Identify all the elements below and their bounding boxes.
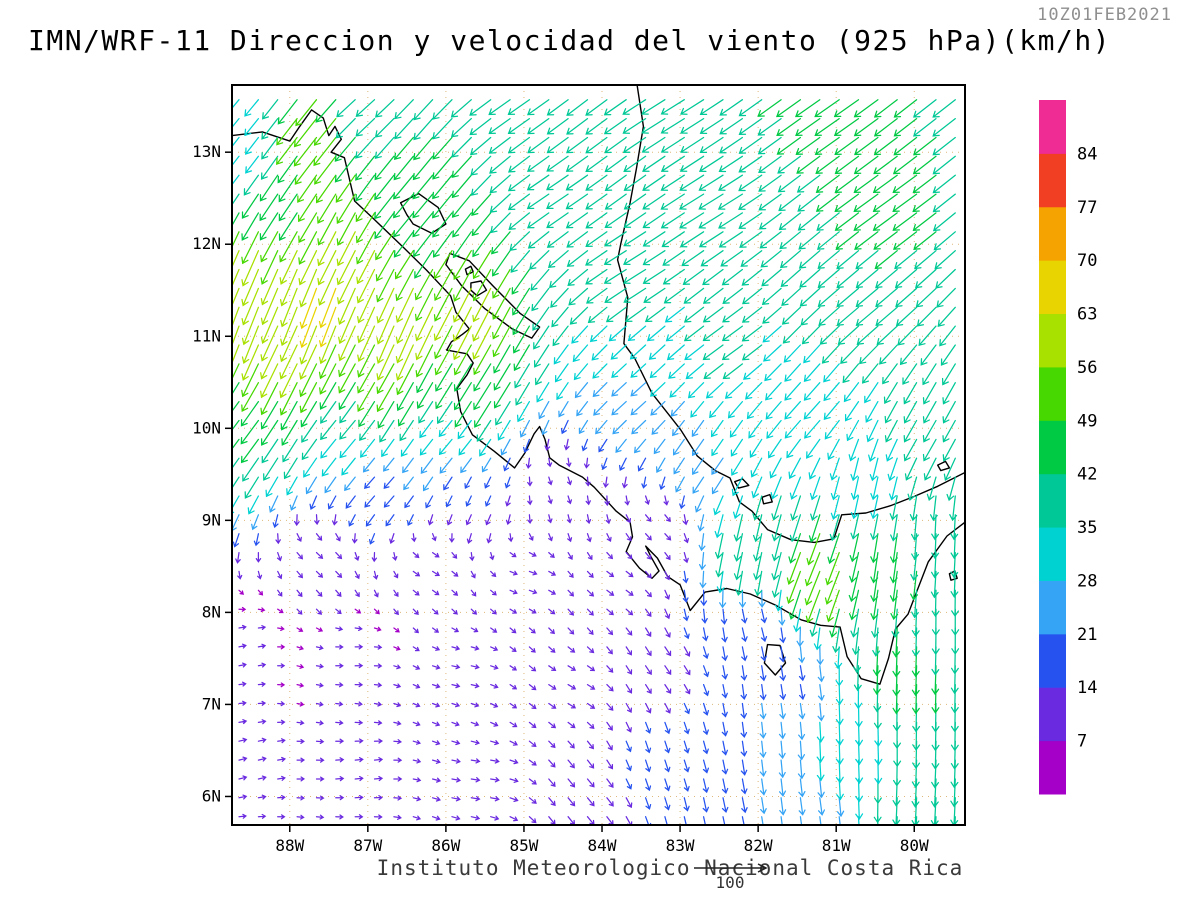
colorbar-label: 63 bbox=[1077, 305, 1097, 325]
lon-tick-label: 88W bbox=[275, 836, 304, 855]
colorbar-segment bbox=[1039, 687, 1066, 742]
colorbar-segment bbox=[1039, 633, 1066, 688]
lat-tick-label: 12N bbox=[192, 234, 221, 253]
lat-tick-label: 6N bbox=[202, 786, 221, 805]
lon-tick-label: 83W bbox=[666, 836, 695, 855]
lat-tick-label: 13N bbox=[192, 142, 221, 161]
lake-managua bbox=[399, 192, 447, 234]
lon-tick-label: 80W bbox=[900, 836, 929, 855]
colorbar-label: 56 bbox=[1077, 358, 1097, 378]
lon-tick-label: 87W bbox=[353, 836, 382, 855]
axis-labels: 13N 12N 11N 10N 9N 8N 7N 6N 88W 87W 86W 85W 84W 83W 82… bbox=[192, 142, 929, 855]
colorbar-label: 7 bbox=[1077, 732, 1087, 752]
colorbar-segment bbox=[1039, 473, 1066, 528]
colorbar-label: 84 bbox=[1077, 144, 1097, 164]
lat-tick-label: 8N bbox=[202, 602, 221, 621]
caribbean-islet bbox=[937, 460, 951, 472]
colorbar: 7 14 21 28 35 42 49 56 63 70 77 84 bbox=[1039, 100, 1097, 795]
colorbar-segment bbox=[1039, 313, 1066, 368]
chart-title: IMN/WRF-11 Direccion y velocidad del vie… bbox=[28, 24, 1112, 57]
reference-vector-value: 100 bbox=[715, 873, 745, 892]
lat-tick-label: 9N bbox=[202, 510, 221, 529]
colorbar-label: 35 bbox=[1077, 518, 1097, 538]
caribbean-coastline bbox=[616, 85, 965, 544]
colorbar-segment bbox=[1039, 153, 1066, 208]
bocas-island-2 bbox=[761, 493, 773, 505]
pacific-coastline bbox=[232, 109, 965, 685]
valid-time-label: 10Z01FEB2021 bbox=[1037, 5, 1172, 25]
ometepe-island bbox=[470, 280, 488, 297]
lat-tick-label: 11N bbox=[192, 326, 221, 345]
degree-gridlines bbox=[232, 85, 965, 825]
colorbar-segment bbox=[1039, 260, 1066, 315]
colorbar-segment bbox=[1039, 100, 1066, 154]
colorbar-segment bbox=[1039, 206, 1066, 261]
lat-tick-label: 10N bbox=[192, 418, 221, 437]
wind-arrows bbox=[232, 99, 960, 825]
coastlines bbox=[232, 85, 965, 685]
colorbar-label: 77 bbox=[1077, 198, 1097, 218]
lat-tick-label: 7N bbox=[202, 694, 221, 713]
colorbar-segment bbox=[1039, 527, 1066, 581]
lon-tick-label: 86W bbox=[431, 836, 460, 855]
reference-vector-arrow bbox=[694, 863, 768, 873]
plot-frame bbox=[225, 84, 966, 832]
colorbar-label: 42 bbox=[1077, 465, 1097, 485]
lon-tick-label: 81W bbox=[822, 836, 851, 855]
lon-tick-label: 84W bbox=[588, 836, 617, 855]
colorbar-segment bbox=[1039, 580, 1066, 635]
colorbar-segment bbox=[1039, 366, 1066, 421]
colorbar-label: 14 bbox=[1077, 678, 1097, 698]
gulf-panama-islet bbox=[948, 570, 958, 581]
lon-tick-label: 85W bbox=[509, 836, 538, 855]
colorbar-segment bbox=[1039, 740, 1066, 795]
institution-label: Instituto Meteorologico Nacional Costa R… bbox=[376, 856, 964, 880]
colorbar-label: 49 bbox=[1077, 411, 1097, 431]
colorbar-segment bbox=[1039, 420, 1066, 475]
lon-tick-label: 82W bbox=[744, 836, 773, 855]
reference-vector-head bbox=[757, 863, 768, 873]
colorbar-label: 70 bbox=[1077, 251, 1097, 271]
colorbar-label: 28 bbox=[1077, 571, 1097, 591]
colorbar-label: 21 bbox=[1077, 625, 1097, 645]
